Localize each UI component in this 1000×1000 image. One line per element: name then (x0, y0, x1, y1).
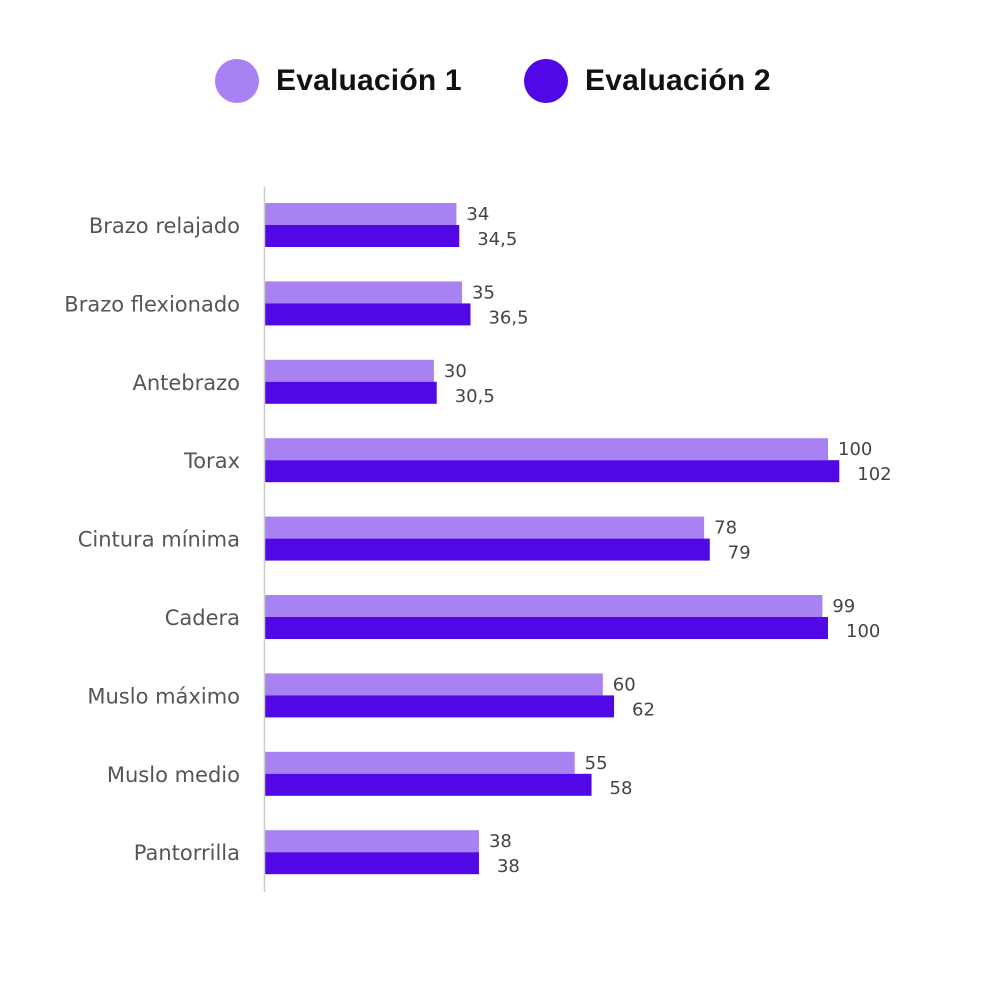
category-label-cintura-minima: Cintura mínima (78, 528, 240, 552)
value-label-brazo-flexionado-evaluacion-2: 36,5 (488, 307, 528, 328)
bar-muslo-maximo-evaluacion-2 (265, 695, 615, 718)
bar-cintura-minima-evaluacion-2 (265, 538, 710, 561)
value-label-cintura-minima-evaluacion-1: 78 (714, 518, 737, 539)
legend-item-evaluacion-1: Evaluación 1 (215, 56, 462, 106)
category-label-muslo-medio: Muslo medio (107, 763, 240, 787)
bar-torax-evaluacion-2 (265, 460, 840, 483)
category-label-torax: Torax (183, 449, 240, 473)
bar-cadera-evaluacion-1 (265, 595, 823, 617)
value-label-muslo-maximo-evaluacion-2: 62 (632, 699, 655, 720)
category-label-cadera: Cadera (165, 606, 240, 630)
bars-layer (265, 203, 840, 875)
value-label-antebrazo-evaluacion-1: 30 (444, 361, 467, 382)
value-label-pantorrilla-evaluacion-1: 38 (489, 831, 512, 852)
bar-brazo-relajado-evaluacion-1 (265, 203, 457, 225)
value-label-antebrazo-evaluacion-2: 30,5 (455, 386, 495, 407)
value-label-pantorrilla-evaluacion-2: 38 (497, 856, 520, 877)
bar-torax-evaluacion-1 (265, 438, 828, 461)
bar-muslo-medio-evaluacion-2 (265, 773, 592, 796)
value-label-cadera-evaluacion-1: 99 (832, 596, 855, 617)
value-label-brazo-relajado-evaluacion-1: 34 (466, 204, 489, 225)
category-label-brazo-flexionado: Brazo flexionado (64, 292, 240, 316)
bar-brazo-flexionado-evaluacion-1 (265, 281, 463, 304)
bar-brazo-flexionado-evaluacion-2 (265, 303, 471, 326)
value-label-muslo-medio-evaluacion-1: 55 (585, 753, 608, 774)
legend-swatch-evaluacion-1 (215, 59, 259, 103)
value-label-brazo-relajado-evaluacion-2: 34,5 (477, 229, 517, 250)
labels-layer: Brazo relajado 34 34,5 Brazo flexionado 35 36… (64, 204, 891, 877)
legend-swatch-evaluacion-2 (524, 59, 568, 103)
value-label-cadera-evaluacion-2: 100 (846, 621, 880, 642)
bar-antebrazo-evaluacion-1 (265, 359, 434, 382)
legend-label-evaluacion-1: Evaluación 1 (276, 64, 462, 97)
category-label-muslo-maximo: Muslo máximo (87, 684, 240, 708)
bar-muslo-medio-evaluacion-1 (265, 751, 575, 774)
bar-antebrazo-evaluacion-2 (265, 381, 437, 404)
bar-pantorrilla-evaluacion-1 (265, 830, 479, 853)
value-label-torax-evaluacion-2: 102 (857, 464, 891, 485)
value-label-brazo-flexionado-evaluacion-1: 35 (472, 282, 495, 303)
bar-cadera-evaluacion-2 (265, 617, 828, 639)
bar-cintura-minima-evaluacion-1 (265, 516, 705, 539)
value-label-muslo-maximo-evaluacion-1: 60 (613, 674, 636, 695)
value-label-muslo-medio-evaluacion-2: 58 (610, 778, 633, 799)
category-label-brazo-relajado: Brazo relajado (89, 214, 240, 238)
category-label-pantorrilla: Pantorrilla (134, 841, 240, 865)
category-label-antebrazo: Antebrazo (132, 371, 240, 395)
value-label-torax-evaluacion-1: 100 (838, 439, 872, 460)
bar-muslo-maximo-evaluacion-1 (265, 673, 603, 696)
chart-legend: Evaluación 1 Evaluación 2 (0, 56, 1000, 106)
bar-pantorrilla-evaluacion-2 (265, 852, 479, 875)
bar-brazo-relajado-evaluacion-2 (265, 225, 460, 247)
legend-item-evaluacion-2: Evaluación 2 (524, 56, 771, 106)
value-label-cintura-minima-evaluacion-2: 79 (728, 543, 751, 564)
legend-label-evaluacion-2: Evaluación 2 (585, 64, 771, 97)
